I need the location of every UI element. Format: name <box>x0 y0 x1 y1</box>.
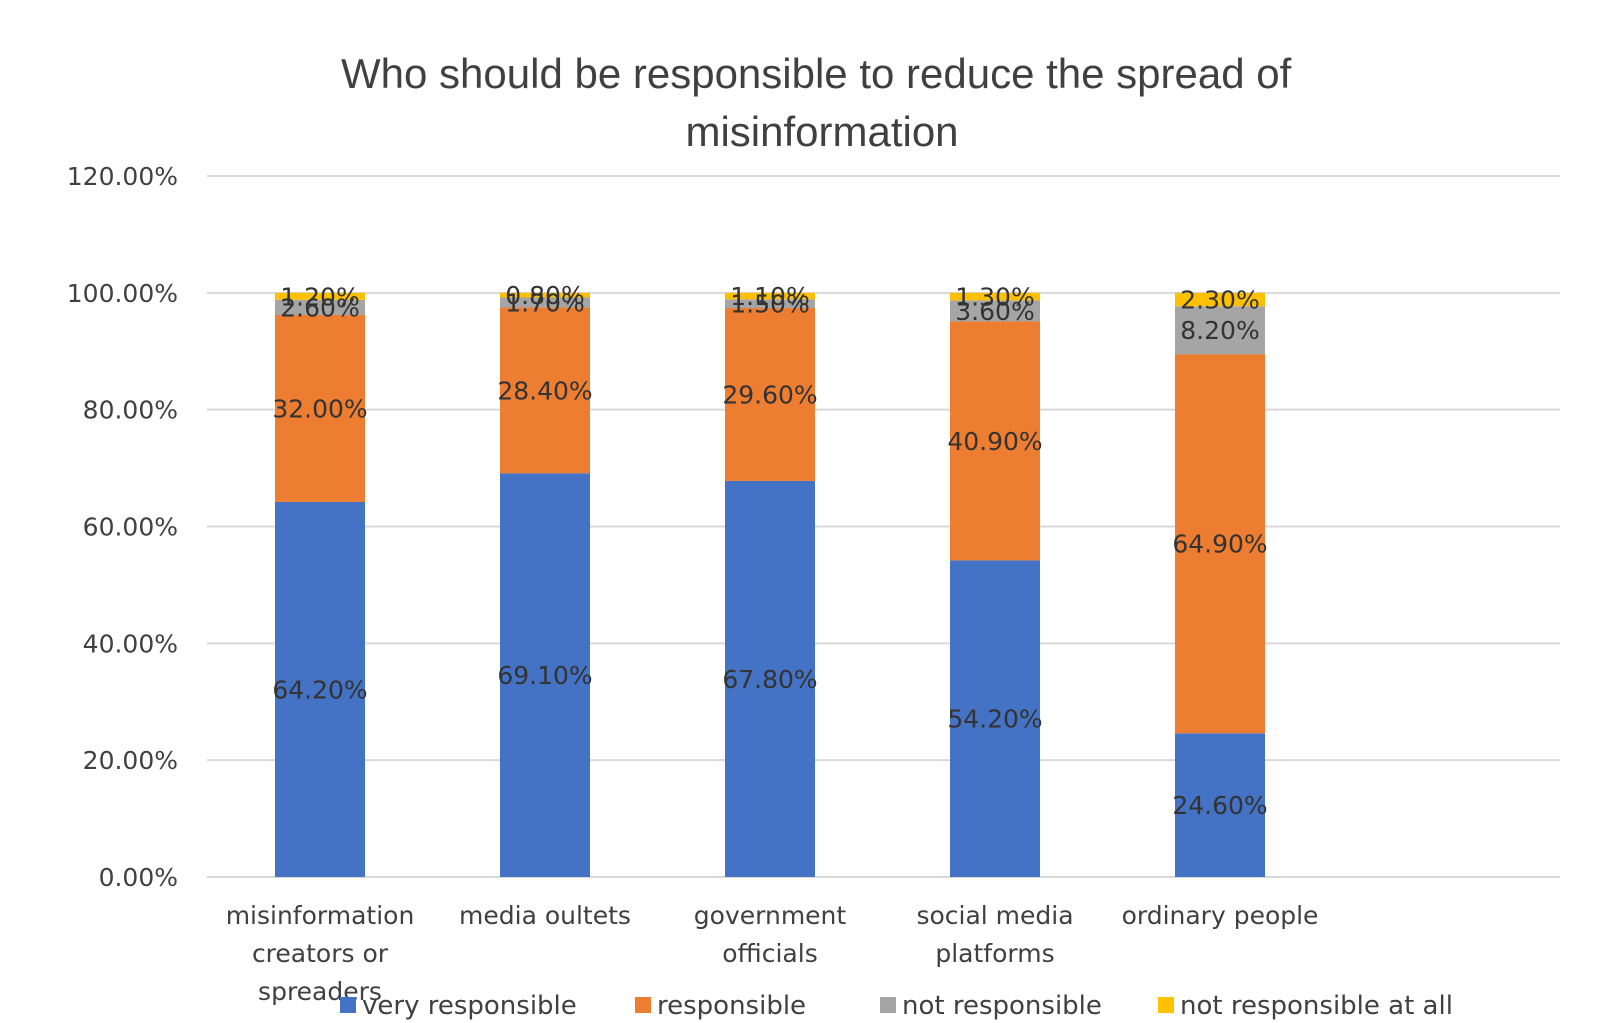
data-label: 64.20% <box>272 675 367 704</box>
data-label: 24.60% <box>1172 791 1267 820</box>
x-category-label: ordinary people <box>1122 901 1319 930</box>
y-tick-label: 20.00% <box>83 746 178 775</box>
bar-segment <box>275 292 365 300</box>
legend-label: very responsible <box>362 991 577 1021</box>
data-label: 64.90% <box>1172 530 1267 559</box>
bar-segment <box>950 292 1040 301</box>
bar-segment <box>500 292 590 298</box>
bar-segment <box>275 299 365 316</box>
x-category-label-line: misinformation <box>226 901 415 930</box>
bar-segment <box>950 321 1040 561</box>
legend-label: responsible <box>657 991 806 1021</box>
x-category-label-line: ordinary people <box>1122 901 1319 930</box>
x-category-label-line: government <box>694 901 847 930</box>
bar-segment <box>1175 292 1265 307</box>
bars <box>275 292 1265 877</box>
bar-segment <box>275 501 365 877</box>
bar-segment <box>725 480 815 877</box>
legend-swatch <box>1158 997 1174 1013</box>
bar-segment <box>275 315 365 502</box>
y-axis: 0.00% 20.00% 40.00% 60.00% 80.00% 100.00% 120.… <box>67 162 178 892</box>
legend-label: not responsible <box>902 991 1102 1021</box>
x-category-label: government officials <box>694 901 847 968</box>
gridlines <box>207 175 1560 878</box>
legend-swatch <box>635 997 651 1013</box>
legend-label: not responsible at all <box>1180 991 1453 1021</box>
legend-swatch <box>880 997 896 1013</box>
data-label: 0.80% <box>505 281 584 310</box>
y-tick-label: 80.00% <box>83 396 178 425</box>
y-tick-label: 120.00% <box>67 162 178 191</box>
data-labels: 64.20% 32.00% 2.60%1.20% 69.10% 28.40% 1.70%0… <box>272 281 1267 820</box>
data-label: 1.30% <box>955 283 1034 312</box>
bar-segment <box>725 299 815 309</box>
x-category-label-line: creators or <box>252 939 389 968</box>
chart-title: Who should be responsible to reduce the … <box>341 50 1303 155</box>
data-label: 2.60% <box>280 293 359 322</box>
bar-segment <box>1175 306 1265 355</box>
bar-segment <box>500 473 590 877</box>
y-tick-label: 0.00% <box>99 863 178 892</box>
data-label: 2.30% <box>1180 286 1259 315</box>
bar-segment <box>725 308 815 481</box>
data-label: 67.80% <box>722 665 817 694</box>
bar-segment <box>1175 733 1265 877</box>
bar-segment <box>725 292 815 300</box>
bar-segment <box>950 300 1040 322</box>
x-axis: misinformation creators or spreaders media … <box>226 901 1319 1006</box>
legend: very responsible responsible not responsib… <box>340 991 1453 1021</box>
y-tick-label: 100.00% <box>67 279 178 308</box>
bar-segment <box>500 307 590 474</box>
y-tick-label: 40.00% <box>83 629 178 658</box>
x-category-label-line: platforms <box>935 939 1054 968</box>
x-category-label: misinformation creators or spreaders <box>226 901 415 1006</box>
x-category-label-line: media oultets <box>459 901 631 930</box>
chart-title-line-1: Who should be responsible to reduce the … <box>341 50 1292 97</box>
data-label: 32.00% <box>272 394 367 423</box>
y-tick-label: 60.00% <box>83 513 178 542</box>
x-category-label-line: social media <box>916 901 1073 930</box>
data-label: 40.90% <box>947 427 1042 456</box>
data-label: 1.20% <box>280 282 359 311</box>
data-label: 8.20% <box>1180 316 1259 345</box>
data-label: 28.40% <box>497 376 592 405</box>
legend-swatch <box>340 997 356 1013</box>
data-label: 69.10% <box>497 661 592 690</box>
x-category-label-line: spreaders <box>258 977 382 1006</box>
x-category-label-line: officials <box>722 939 817 968</box>
bar-segment <box>950 560 1040 877</box>
data-label: 54.20% <box>947 705 1042 734</box>
x-category-label: social media platforms <box>916 901 1073 968</box>
bar-segment <box>1175 354 1265 734</box>
data-label: 1.70% <box>505 288 584 317</box>
data-label: 1.10% <box>730 282 809 311</box>
data-label: 3.60% <box>955 297 1034 326</box>
data-label: 29.60% <box>722 380 817 409</box>
chart-title-line-2: misinformation <box>685 108 958 155</box>
data-label: 1.50% <box>730 290 809 319</box>
x-category-label: media oultets <box>459 901 631 930</box>
bar-segment <box>500 297 590 308</box>
